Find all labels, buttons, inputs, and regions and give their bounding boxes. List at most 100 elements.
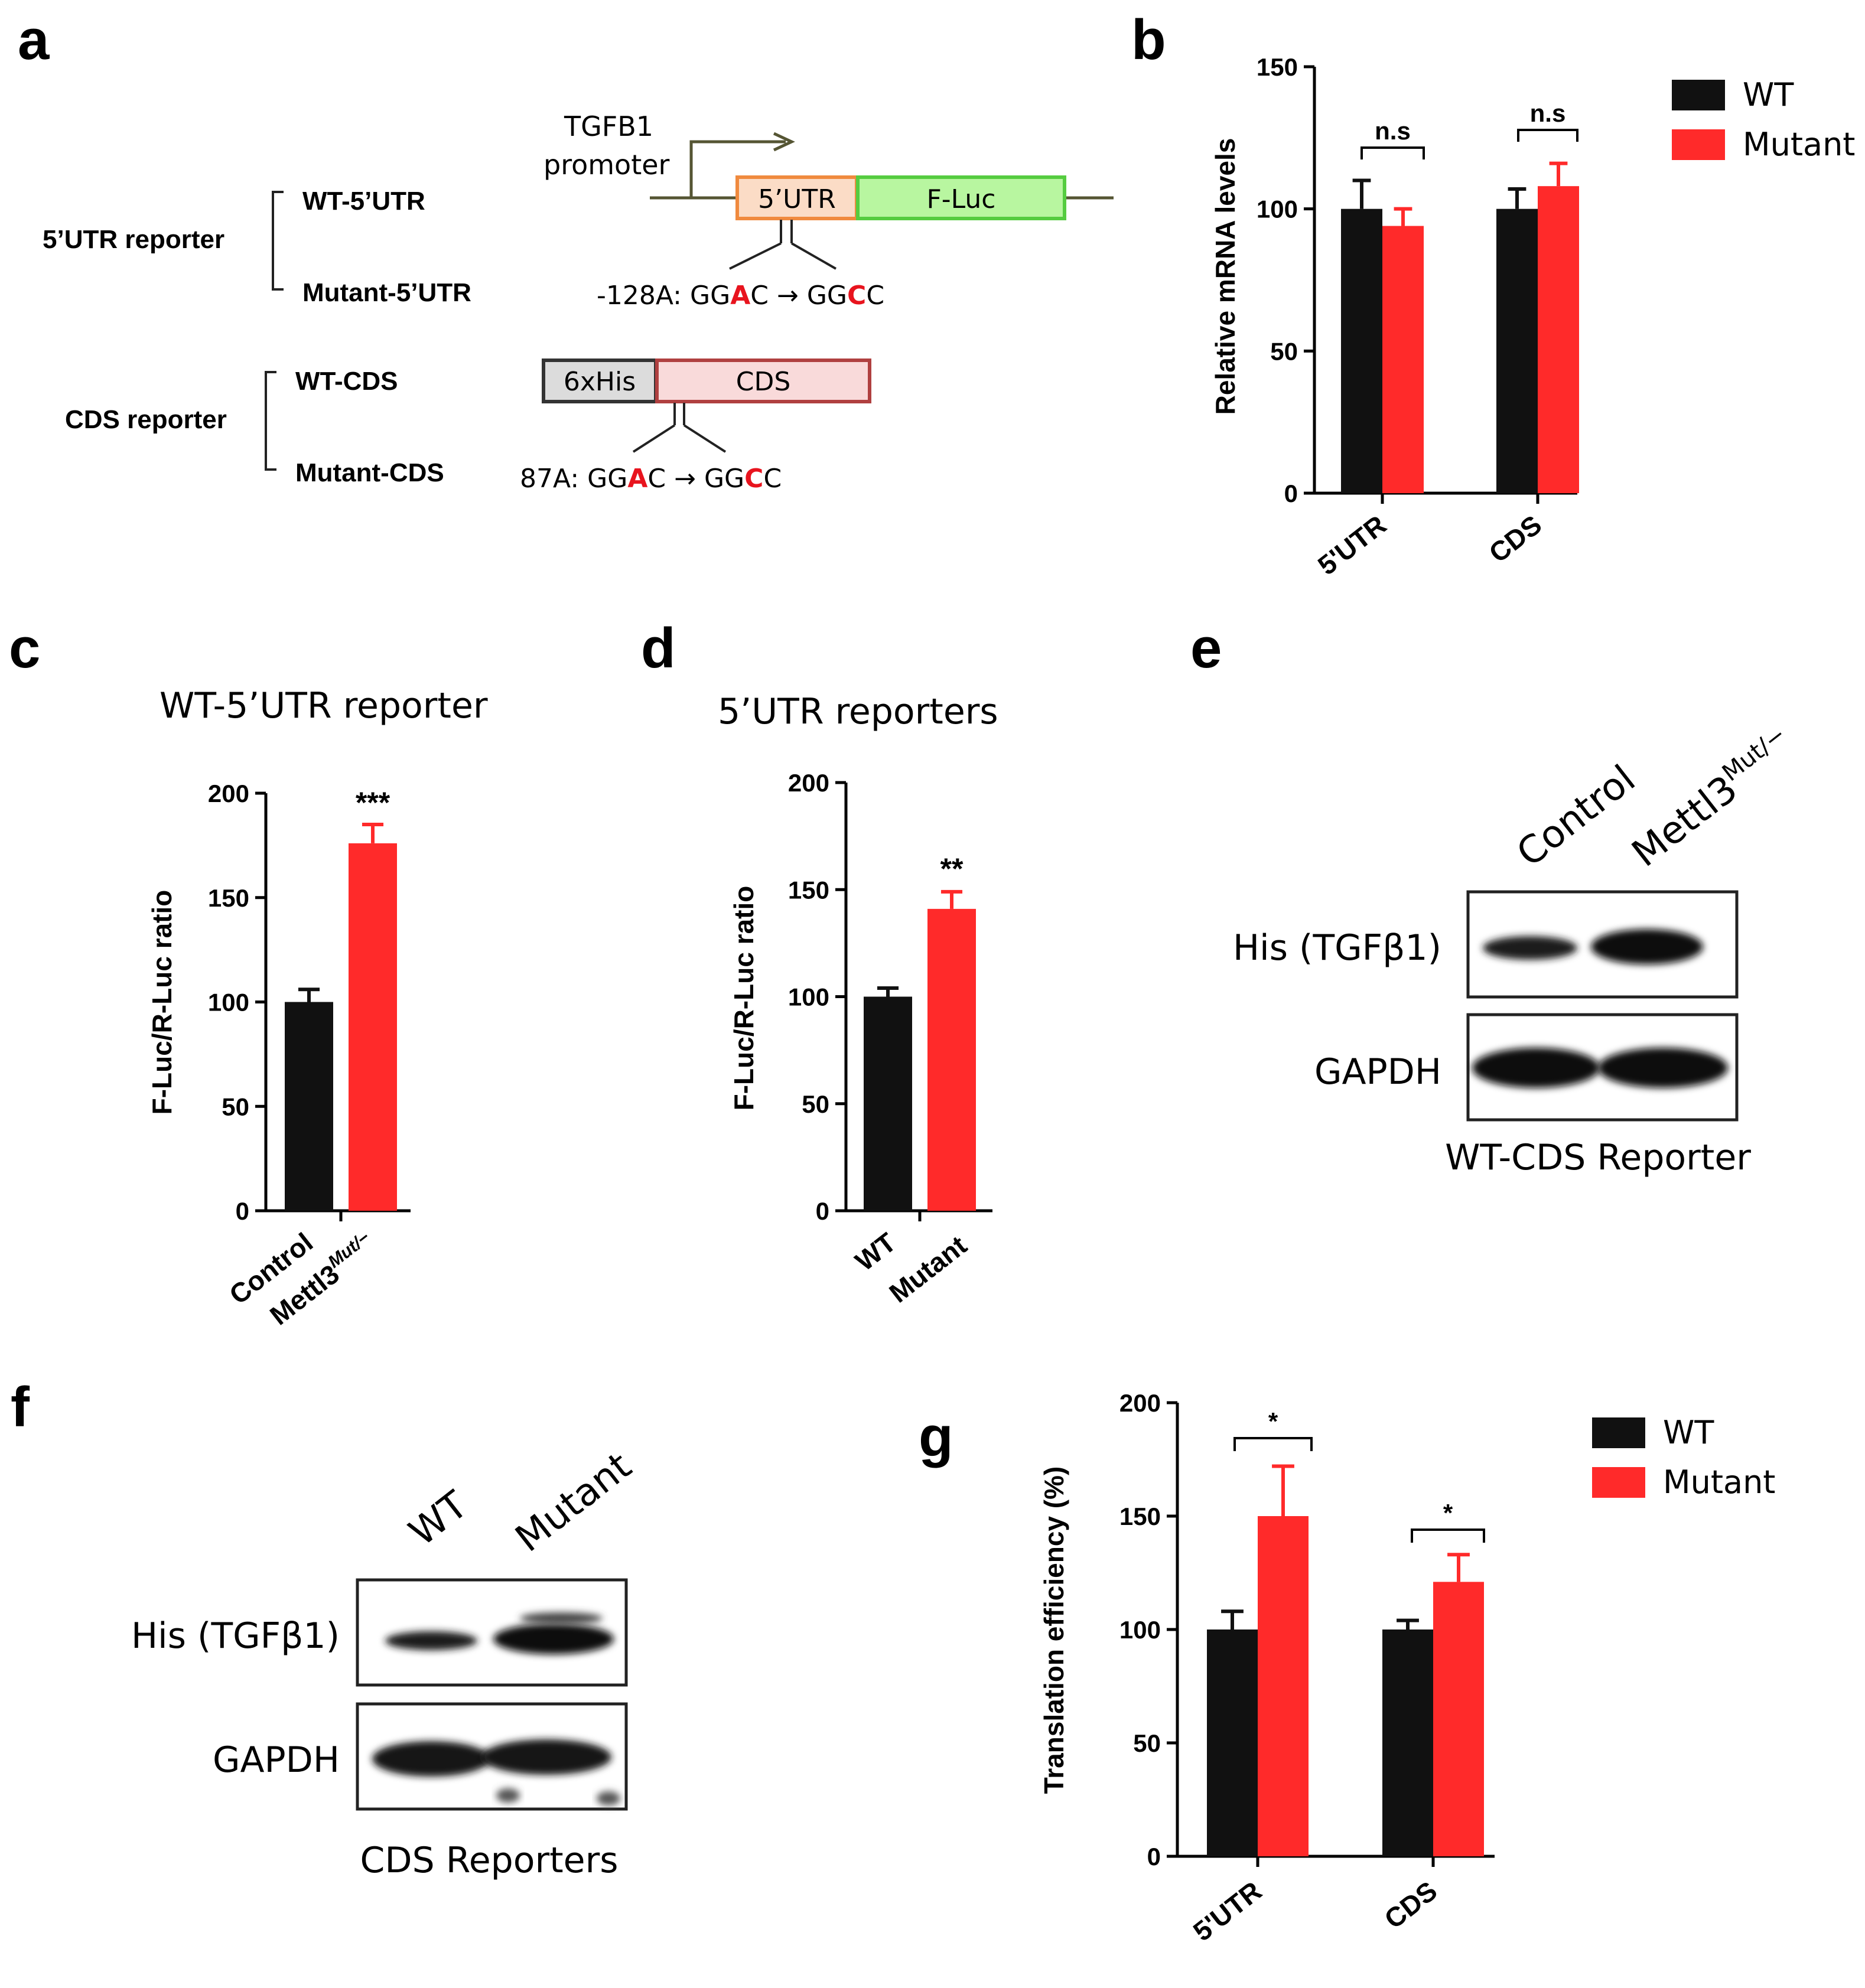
blot-caption-e: WT-CDS Reporter bbox=[1445, 1137, 1751, 1178]
y-tick-label: 200 bbox=[208, 780, 249, 807]
cds-box-label: CDS bbox=[736, 367, 791, 397]
his-tag-box bbox=[542, 359, 658, 403]
panel-d: d 5’UTR reporters 0 50 100 150 200 F-Luc/R-Lu… bbox=[641, 617, 998, 1309]
his-tag-label: 6xHis bbox=[564, 367, 636, 397]
mutant-cds-label: Mutant-CDS bbox=[295, 458, 444, 487]
panel-b: b 0 50 100 150 Relative mRNA levels 5'UTR CDS n… bbox=[1131, 8, 1855, 581]
panel-e: e Control Mettl3Mut/− His (TGFβ1) GAPDH … bbox=[1190, 617, 1803, 1178]
blot-band-his-mutant-upper bbox=[520, 1612, 603, 1624]
utr-mutation-pointer bbox=[729, 220, 837, 270]
chart-g: 0 50 100 150 200 Translation efficiency (%) 5'… bbox=[1039, 1389, 1775, 1947]
y-tick-label: 100 bbox=[1119, 1616, 1161, 1644]
blot-band-his-wt bbox=[385, 1631, 477, 1650]
y-tick-label: 0 bbox=[816, 1197, 829, 1225]
lane-label-mettl3: Mettl3Mut/− bbox=[1623, 721, 1803, 876]
blot-row-label-gapdh-f: GAPDH bbox=[213, 1739, 340, 1781]
y-tick-label: 200 bbox=[788, 769, 829, 797]
bar-wt bbox=[1341, 208, 1382, 493]
promoter-label-1: TGFB1 bbox=[564, 110, 653, 142]
blot-row-label-gapdh: GAPDH bbox=[1314, 1051, 1441, 1093]
cds-mutation-text: 87A: GGAC → GGCC bbox=[520, 464, 782, 494]
wt-cds-label: WT-CDS bbox=[295, 367, 398, 396]
utr-mutation-text: -128A: GGAC → GGCC bbox=[597, 281, 884, 311]
blot-band-gapdh-mutant bbox=[481, 1739, 611, 1775]
blot-row-label-his: His (TGFβ1) bbox=[1233, 927, 1441, 969]
bar-mutant bbox=[1258, 1516, 1309, 1856]
y-tick-label: 0 bbox=[236, 1197, 249, 1225]
blot-band-gapdh-wt bbox=[372, 1741, 490, 1777]
promoter-arrow-icon bbox=[773, 132, 795, 152]
bar-mettl3 bbox=[349, 843, 397, 1211]
y-axis-label: F-Luc/R-Luc ratio bbox=[147, 890, 177, 1115]
panel-label-a: a bbox=[18, 8, 50, 71]
bar-mutant bbox=[1538, 186, 1579, 493]
y-tick-label: 0 bbox=[1147, 1843, 1161, 1870]
y-tick-label: 200 bbox=[1119, 1389, 1161, 1417]
x-tick-label: 5'UTR bbox=[1312, 509, 1392, 581]
significance-label: ** bbox=[940, 852, 964, 885]
blot-band-his-mettl3 bbox=[1591, 929, 1703, 964]
blot-band-his-control bbox=[1483, 936, 1577, 960]
significance-bracket-cds bbox=[1411, 1529, 1485, 1543]
mutant-5utr-label: Mutant-5’UTR bbox=[302, 278, 471, 307]
significance-bracket-5utr-label: n.s bbox=[1375, 117, 1411, 145]
utr-box bbox=[735, 175, 858, 220]
bar-wt bbox=[1207, 1629, 1258, 1856]
legend-swatch-mutant bbox=[1592, 1467, 1645, 1498]
cds-box bbox=[655, 359, 871, 403]
y-tick-label: 50 bbox=[1133, 1729, 1161, 1757]
significance-bracket-cds-label: n.s bbox=[1530, 99, 1566, 127]
y-axis-label: F-Luc/R-Luc ratio bbox=[728, 886, 759, 1111]
significance-bracket-cds-label: * bbox=[1443, 1499, 1453, 1527]
y-tick-label: 50 bbox=[222, 1093, 249, 1120]
y-axis-label: Relative mRNA levels bbox=[1210, 138, 1241, 415]
legend-label-mutant: Mutant bbox=[1663, 1464, 1775, 1501]
x-tick-label: CDS bbox=[1379, 1875, 1443, 1935]
panel-label-e: e bbox=[1190, 617, 1222, 680]
5utr-bracket bbox=[272, 191, 284, 291]
promoter-label-2: promoter bbox=[543, 149, 670, 181]
significance-bracket-5utr-label: * bbox=[1268, 1407, 1278, 1435]
bar-control bbox=[285, 1002, 333, 1211]
y-tick-label: 150 bbox=[208, 884, 249, 912]
promoter-arrow-line bbox=[689, 140, 786, 198]
y-tick-label: 150 bbox=[1257, 53, 1298, 81]
significance-bracket-5utr bbox=[1233, 1437, 1313, 1451]
cds-bracket bbox=[265, 371, 276, 471]
lane-label-wt: WT bbox=[401, 1483, 476, 1555]
blot-band-his-mutant bbox=[493, 1624, 614, 1654]
panel-label-d: d bbox=[641, 617, 676, 680]
blot-row-label-his-f: His (TGFβ1) bbox=[131, 1615, 340, 1657]
bar-wt bbox=[864, 996, 912, 1211]
5utr-reporter-title: 5’UTR reporter bbox=[43, 225, 224, 254]
bar-wt bbox=[1496, 208, 1538, 493]
blot-band-gapdh-control bbox=[1472, 1048, 1600, 1088]
panel-label-b: b bbox=[1131, 8, 1166, 71]
y-tick-label: 100 bbox=[788, 983, 829, 1011]
luc-box-label: F-Luc bbox=[926, 184, 995, 214]
significance-bracket-5utr bbox=[1360, 146, 1425, 159]
blot-smudge-1 bbox=[496, 1788, 520, 1803]
lane-label-control: Control bbox=[1509, 757, 1643, 876]
y-axis-label: Translation efficiency (%) bbox=[1039, 1466, 1069, 1794]
legend-label-wt: WT bbox=[1743, 76, 1794, 113]
x-tick-label-mutant: Mutant bbox=[883, 1230, 972, 1309]
significance-bracket-cds bbox=[1517, 129, 1578, 142]
bar-wt bbox=[1382, 1629, 1433, 1856]
x-tick-label-wt: WT bbox=[849, 1227, 901, 1277]
blot-smudge-2 bbox=[597, 1791, 620, 1806]
x-tick-label: 5'UTR bbox=[1187, 1875, 1267, 1947]
lane-label-mutant: Mutant bbox=[507, 1444, 639, 1560]
y-tick-label: 100 bbox=[208, 989, 249, 1016]
cds-mutation-pointer bbox=[632, 403, 727, 453]
chart-b: 0 50 100 150 Relative mRNA levels 5'UTR CDS n.s… bbox=[1210, 53, 1855, 581]
luc-box bbox=[856, 175, 1066, 220]
y-tick-label: 0 bbox=[1284, 480, 1298, 507]
bar-mutant bbox=[927, 908, 976, 1211]
panel-c: c WT-5’UTR reporter 0 50 100 150 200 F-Luc/R-… bbox=[9, 617, 488, 1331]
panel-label-c: c bbox=[9, 617, 40, 680]
legend-label-wt: WT bbox=[1663, 1414, 1714, 1451]
